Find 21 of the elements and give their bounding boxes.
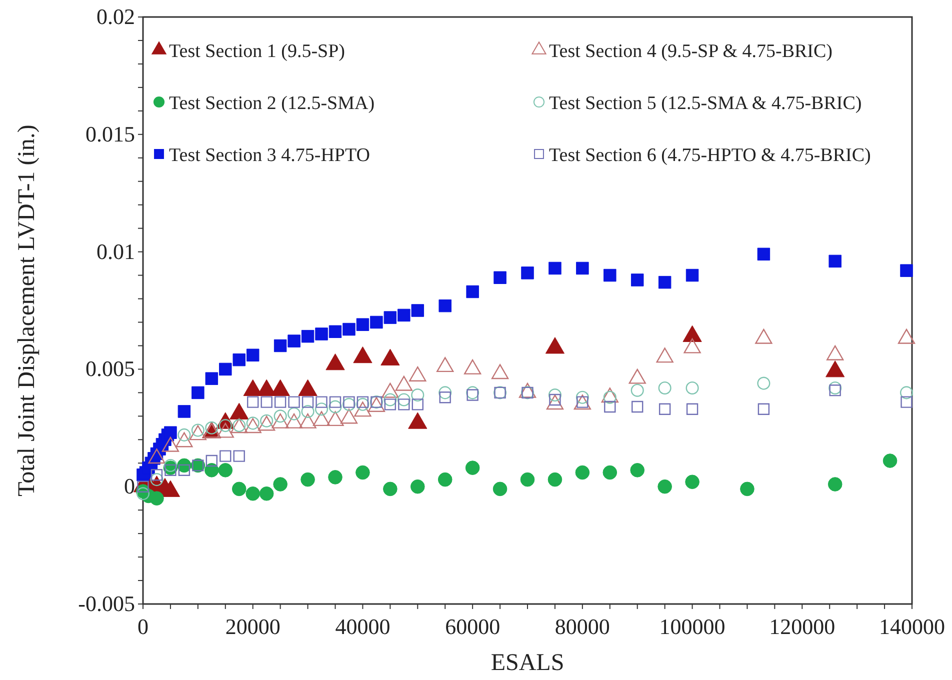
x-tick-label: 40000 [335,614,390,639]
legend-label: Test Section 5 (12.5-SMA & 4.75-BRIC) [549,93,862,114]
y-tick-label: 0.02 [96,4,135,30]
legend-label: Test Section 2 (12.5-SMA) [169,93,375,114]
legend-label: Test Section 3 4.75-HPTO [169,145,370,166]
x-axis-title: ESALS [490,650,564,676]
legend-label: Test Section 1 (9.5-SP) [169,41,345,62]
x-tick-label: 80000 [554,614,610,639]
y-tick-label: 0 [124,474,135,499]
y-tick-label: -0.005 [78,591,135,616]
y-tick-label: 0.01 [96,238,135,264]
legend-label: Test Section 4 (9.5-SP & 4.75-BRIC) [549,41,832,62]
x-tick-label: 120000 [769,614,836,639]
y-axis-title: Total Joint Displacement LVDT-1 (in.) [14,124,40,496]
y-tick-label: 0.015 [86,121,135,146]
x-tick-label: 100000 [659,614,726,639]
x-tick-label: 20000 [225,614,280,639]
x-tick-label: 60000 [445,614,500,639]
x-tick-label: 140000 [879,614,945,639]
legend-label: Test Section 6 (4.75-HPTO & 4.75-BRIC) [549,145,871,166]
y-tick-label: 0.005 [86,356,135,382]
